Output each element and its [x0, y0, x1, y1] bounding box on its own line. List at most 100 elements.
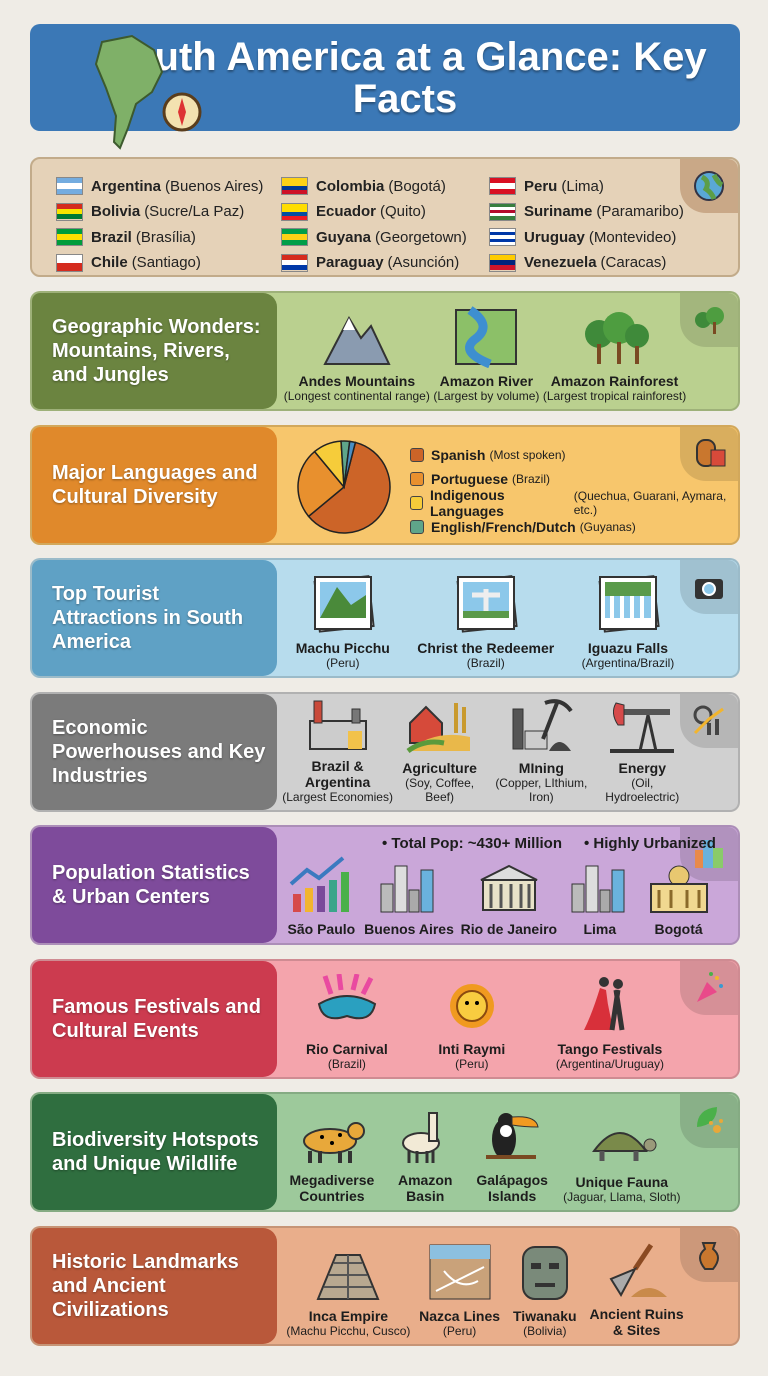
section-heading: Top Tourist Attractions in South America — [52, 583, 244, 653]
item-label: Machu Picchu — [295, 640, 390, 656]
list-item: Amazon River (Largest by volume) — [433, 306, 539, 403]
legend-swatch — [410, 448, 424, 462]
country-capital: (Sucre/La Paz) — [144, 203, 245, 220]
section-items: Inca Empire (Machu Picchu, Cusco) Nazca Li… — [272, 1228, 738, 1344]
country-item: Brazil (Brasília) — [56, 226, 281, 248]
item-sublabel: (Largest tropical rainforest) — [542, 389, 687, 403]
item-label: Amazon River — [439, 373, 534, 389]
item-sublabel: (Peru) — [326, 656, 360, 670]
country-capital: (Buenos Aires) — [165, 177, 264, 195]
country-item: Paraguay (Asunción) — [281, 252, 489, 274]
stat-text: • Total Pop: ~430+ Million — [382, 835, 562, 852]
item-label: Nazca Lines — [419, 1308, 501, 1324]
jaguar-icon — [296, 1105, 368, 1172]
legend-label: English/French/Dutch — [431, 519, 576, 535]
pie-slice-other — [343, 440, 357, 488]
item-sublabel: (Peru) — [442, 1324, 477, 1338]
list-item: Andes Mountains (Longest continental rang… — [284, 306, 430, 403]
flag-paraguay-icon — [281, 253, 308, 272]
country-capital: (Georgetown) — [375, 228, 467, 246]
item-label: Megadiverse — [289, 1172, 375, 1188]
country-item: Venezuela (Caracas) — [489, 252, 719, 274]
city-icon — [680, 827, 738, 881]
country-item: Uruguay (Montevideo) — [489, 226, 719, 248]
flag-argentina-icon — [56, 177, 83, 195]
item-sublabel: (Bolivia) — [523, 1324, 567, 1338]
pottery-icon — [680, 1228, 738, 1282]
item-label: Unique Fauna — [575, 1174, 669, 1190]
item-label: Christ the Redeemer — [417, 640, 555, 656]
item-sublabel: (Largest Economies) — [282, 790, 393, 804]
legend-item: Spanish (Most spoken) — [410, 443, 738, 467]
item-label: Amazon — [398, 1172, 453, 1188]
item-sublabel: Countries — [299, 1188, 365, 1204]
item-label: Inti Raymi — [438, 1041, 506, 1057]
country-name: Suriname — [524, 203, 593, 220]
country-name: Bolivia — [91, 203, 141, 220]
item-label: Tiwanaku — [513, 1308, 577, 1324]
country-name: Venezuela — [524, 254, 597, 271]
country-name: Guyana — [316, 228, 372, 246]
section-title: Geographic Wonders: Mountains, Rivers, a… — [32, 293, 277, 409]
section-economic: Economic Powerhouses and Key Industries B… — [30, 692, 740, 812]
flag-venezuela-icon — [489, 253, 516, 272]
flag-chile-icon — [56, 253, 83, 272]
legend-label: Portuguese — [431, 471, 509, 487]
item-sublabel: (Brazil) — [327, 1057, 366, 1071]
item-label: Energy — [618, 760, 667, 776]
country-name: Brazil — [91, 228, 132, 246]
item-sublabel: Islands — [488, 1188, 537, 1204]
section-items: Machu Picchu (Peru) Christ the Redeemer (Br… — [272, 560, 738, 676]
list-item: Tango Festivals (Argentina/Uruguay) — [556, 974, 664, 1071]
country-capital: (Santiago) — [131, 254, 201, 271]
countries-panel: Argentina (Buenos Aires) Colombia (Bogotá) P… — [30, 157, 740, 277]
list-item: Galápagos Islands — [476, 1105, 548, 1204]
list-item: Ancient Ruins & Sites — [590, 1239, 684, 1338]
capitol-icon — [643, 854, 715, 921]
country-capital: (Brasília) — [135, 228, 196, 246]
item-label: Andes Mountains — [298, 373, 416, 389]
country-capital: (Asunción) — [387, 254, 460, 271]
flag-uruguay-icon — [489, 228, 516, 246]
tortoise-icon — [586, 1107, 658, 1174]
item-label: Agriculture — [402, 760, 477, 776]
item-label: Buenos Aires — [364, 921, 454, 937]
title-banner: South America at a Glance: Key Facts — [30, 24, 740, 150]
country-item: Ecuador (Quito) — [281, 201, 489, 223]
list-item: São Paulo — [285, 854, 357, 937]
mask-icon — [680, 427, 738, 481]
government-building-icon — [473, 854, 545, 921]
item-label: São Paulo — [287, 921, 356, 937]
item-label: Galápagos — [476, 1172, 548, 1188]
flag-suriname-icon — [489, 202, 516, 221]
country-capital: (Montevideo) — [588, 228, 677, 246]
item-sublabel: (Soy, Coffee, Beef) — [405, 776, 475, 804]
growth-chart-icon — [680, 694, 738, 748]
list-item: Unique Fauna (Jaguar, Llama, Sloth) — [563, 1107, 681, 1204]
section-items: Andes Mountains (Longest continental rang… — [272, 293, 738, 409]
item-sublabel: (Peru) — [455, 1057, 489, 1071]
legend-label: Spanish — [431, 447, 486, 463]
section-population: Population Statistics & Urban Centers São… — [30, 825, 740, 945]
pie-slice-spanish — [307, 441, 391, 534]
item-sublabel: (Argentina/Uruguay) — [555, 1057, 664, 1071]
item-label: Bogotá — [654, 921, 703, 937]
item-label: Rio Carnival — [306, 1041, 388, 1057]
tango-dancers-icon — [574, 974, 646, 1041]
country-item: Guyana (Georgetown) — [281, 226, 489, 248]
list-item: Amazon Rainforest (Largest tropical rainf… — [543, 306, 686, 403]
languages-pie-chart — [297, 440, 391, 534]
list-item: Energy (Oil, Hydroelectric) — [597, 694, 688, 804]
section-title: Economic Powerhouses and Key Industries — [32, 694, 277, 810]
item-label: Brazil & Argentina — [304, 758, 371, 790]
country-name: Peru — [524, 177, 558, 195]
country-name: Ecuador — [316, 203, 377, 220]
carnival-mask-icon — [311, 973, 383, 1041]
sun-icon — [436, 974, 508, 1041]
pie-slice-portuguese — [297, 450, 346, 518]
legend-item: English/French/Dutch (Guyanas) — [410, 515, 738, 539]
list-item: Tiwanaku (Bolivia) — [509, 1241, 581, 1338]
waterfall-photo-icon — [592, 573, 664, 640]
flag-ecuador-icon — [281, 202, 308, 221]
legend-swatch — [410, 520, 424, 534]
